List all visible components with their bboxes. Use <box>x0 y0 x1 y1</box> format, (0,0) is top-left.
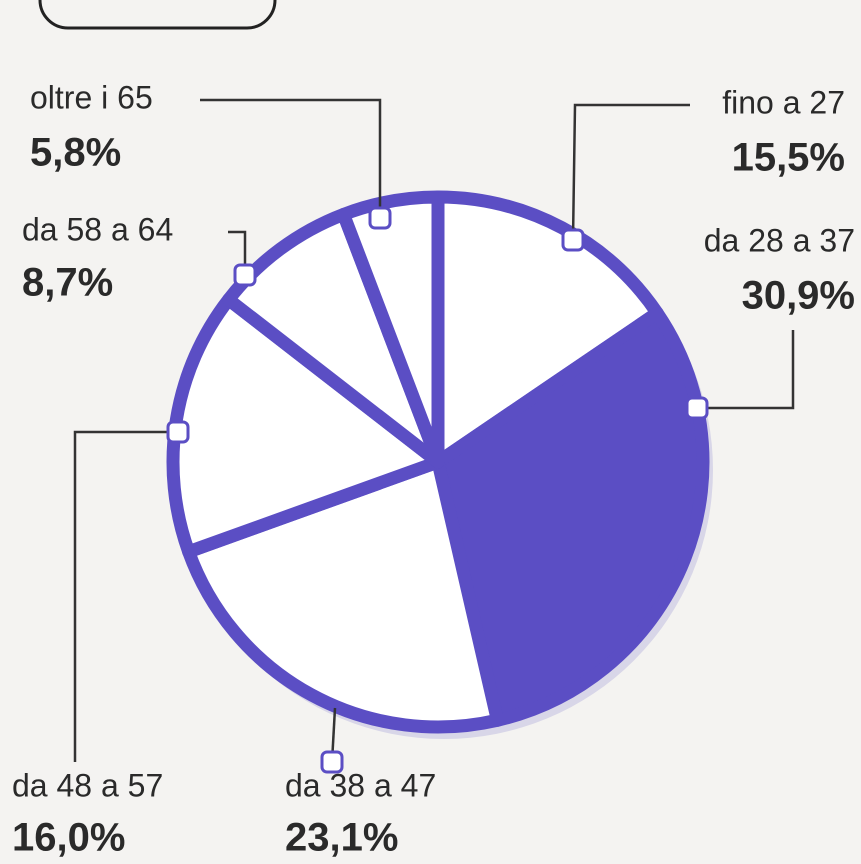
leader-line <box>200 98 382 218</box>
leader-dot <box>685 396 709 420</box>
leader-dot <box>368 206 392 230</box>
slice-name: da 58 a 64 <box>22 211 173 247</box>
slice-name: fino a 27 <box>722 84 845 120</box>
slice-value-label: 23,1% <box>285 816 398 860</box>
leader-dot <box>561 228 585 252</box>
slice-value-label: 16,0% <box>12 816 125 860</box>
leader-line <box>228 230 247 275</box>
leader-line <box>73 430 178 762</box>
slice-name: da 38 a 47 <box>285 767 436 803</box>
slice-value-label: 15,5% <box>732 136 845 180</box>
slice-value-label: 5,8% <box>30 131 121 175</box>
leader-line <box>571 103 690 241</box>
title-box <box>38 0 277 30</box>
pie-slice <box>431 306 710 727</box>
pie-slice <box>337 190 445 469</box>
pie-slice <box>431 190 664 469</box>
leader-dot <box>166 420 190 444</box>
leader-dot <box>233 263 257 287</box>
slice-name: da 48 a 57 <box>12 767 163 803</box>
leader-line <box>697 330 795 410</box>
pie-slice <box>222 207 445 469</box>
leader-dot <box>320 750 344 774</box>
slice-name: oltre i 65 <box>30 79 153 115</box>
slice-value-label: 8,7% <box>22 261 113 305</box>
slice-name: da 28 a 37 <box>704 222 855 258</box>
slice-value-label: 30,9% <box>742 274 855 318</box>
